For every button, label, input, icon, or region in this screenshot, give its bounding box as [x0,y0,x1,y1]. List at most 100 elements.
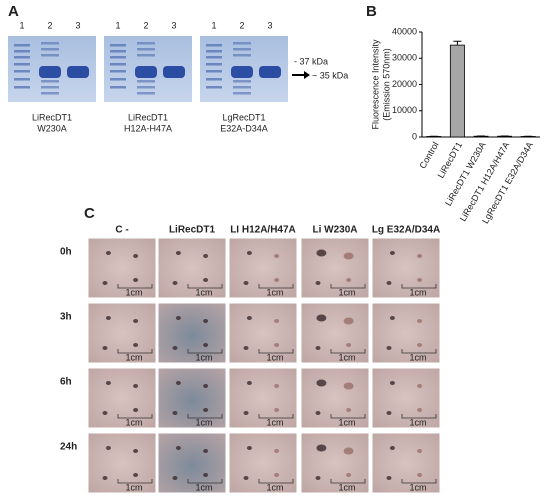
band [137,86,155,89]
gel-caption: LiRecDT1 [32,112,72,122]
band [14,50,30,53]
spot [172,411,178,415]
band [41,92,59,95]
band [137,42,155,45]
row-label: 0h [60,247,72,258]
arrowhead [304,71,310,79]
spot [386,281,392,285]
band [206,50,222,53]
spot [246,251,252,255]
scale-label: 1cm [338,352,355,362]
scale-label: 1cm [266,482,283,492]
y-tick-label: 30000 [392,53,417,63]
scale-bar [187,479,223,484]
skin-photo [87,237,157,299]
y-tick-label: 0 [412,131,417,141]
spot [343,252,354,260]
lane-label: 1 [115,20,120,30]
spot [133,319,139,323]
skin-photo [157,432,227,494]
spot [417,254,423,258]
band [233,92,251,95]
panel-letter: A [8,3,19,20]
scale-bar [187,349,223,354]
band [14,70,30,73]
scale-label: 1cm [266,417,283,427]
band [67,66,89,78]
spot [175,316,181,320]
y-tick-label: 20000 [392,79,417,89]
scale-label: 1cm [125,417,142,427]
scale-bar [117,349,153,354]
scale-bar [258,349,294,354]
spot [343,447,354,455]
lane-label: 2 [239,20,244,30]
column-header: Li W230A [312,225,357,236]
band [110,70,126,73]
spot [417,384,423,388]
scale-label: 1cm [338,287,355,297]
band [39,66,61,78]
spot [417,408,423,412]
spot [274,319,280,323]
band [259,66,281,78]
spot [274,343,280,347]
skin-photo [300,237,370,299]
scale-bar [401,349,437,354]
spot [274,254,280,258]
spot [417,343,423,347]
band [206,44,222,47]
skin-photo [87,302,157,364]
scale-label: 1cm [125,352,142,362]
spot [243,476,249,480]
skin-photo [157,302,227,364]
scale-label: 1cm [266,287,283,297]
scale-bar [401,479,437,484]
spot [243,346,249,350]
band [137,80,155,83]
spot [417,319,423,323]
spot [274,278,280,282]
spot [133,473,139,477]
error-bar [453,40,462,46]
spot [274,473,280,477]
scale-label: 1cm [195,417,212,427]
spot [203,384,209,388]
spot [133,449,139,453]
spot [105,446,111,450]
band [110,50,126,53]
band [206,56,222,59]
scale-label: 1cm [125,287,142,297]
spot [175,446,181,450]
spot [246,446,252,450]
scale-bar [258,414,294,419]
skin-photo [300,432,370,494]
x-tick-label: Control [417,140,440,170]
band [110,86,126,89]
band [233,86,251,89]
skin-photo [300,302,370,364]
band [14,78,30,81]
scale-label: 1cm [338,417,355,427]
spot [315,346,321,350]
skin-photo [228,302,298,364]
spot [315,281,321,285]
skin-photo [87,367,157,429]
skin-photo [371,302,441,364]
band [233,48,251,51]
spot [417,449,423,453]
spot [243,411,249,415]
row-label: 6h [60,377,72,388]
y-tick-label: 40000 [392,26,417,36]
spot [346,473,352,477]
lane-label: 2 [143,20,148,30]
gel-caption: W230A [37,123,67,133]
spot [346,408,352,412]
spot [203,408,209,412]
skin-photo [87,432,157,494]
scale-bar [401,414,437,419]
gel-caption: LiRecDT1 [128,112,168,122]
band [14,44,30,47]
skin-photo [371,237,441,299]
